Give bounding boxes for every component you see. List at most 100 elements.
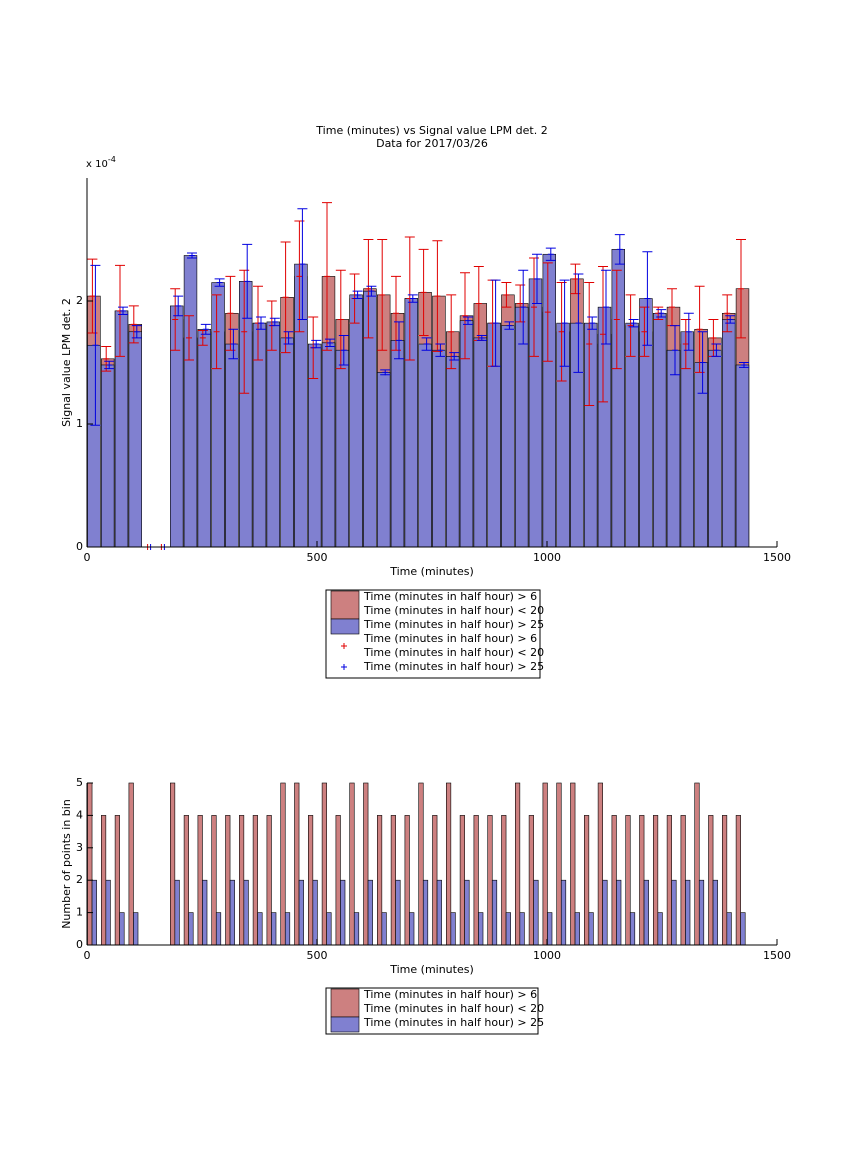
error-bar: [407, 294, 418, 303]
bar: [436, 879, 442, 946]
error-bar: [490, 279, 501, 367]
bar: [740, 912, 746, 946]
error-bar: [435, 343, 446, 357]
bar: [257, 912, 263, 946]
bar: [501, 815, 507, 946]
x-tick-label: 1500: [763, 949, 791, 962]
error-bar: [366, 285, 377, 297]
legend-swatch: [330, 1016, 360, 1033]
bar: [105, 879, 111, 946]
bar: [418, 343, 432, 548]
error-bar: [639, 306, 650, 357]
x-tick-label: 1500: [763, 551, 791, 564]
bar: [666, 815, 672, 946]
bar: [340, 879, 346, 946]
bar: [432, 349, 446, 548]
legend-line: Time (minutes in half hour) > 6: [363, 988, 537, 1001]
error-bar: [697, 331, 708, 394]
error-bar: [170, 288, 181, 351]
bar: [114, 815, 120, 946]
bar: [353, 912, 360, 946]
error-bar: [460, 272, 470, 360]
bar: [639, 298, 653, 548]
legend: [325, 589, 541, 679]
legend-label: Time (minutes in half hour) > 6 Time (min…: [363, 988, 544, 1015]
error-bar: [184, 315, 194, 361]
error-bar: [587, 316, 598, 330]
legend-label: Time (minutes in half hour) > 25: [363, 1016, 544, 1029]
y-tick-label: 2: [76, 294, 83, 307]
error-bar: [173, 295, 184, 317]
bar: [239, 281, 253, 548]
y-tick-label: 5: [76, 776, 83, 789]
bar: [671, 879, 677, 946]
error-bar: [680, 318, 691, 370]
error-bar: [584, 282, 595, 407]
bar: [422, 879, 429, 946]
error-bar: [656, 309, 667, 318]
error-bar: [325, 338, 335, 348]
error-bar: [476, 334, 487, 341]
bar: [307, 343, 322, 548]
error-bar: [683, 312, 694, 351]
error-bar: [128, 305, 139, 344]
y-tick-label: 1: [76, 906, 83, 919]
legend-line: Time (minutes in half hour) > 25: [363, 618, 544, 631]
bar: [101, 364, 115, 548]
error-bar: [642, 251, 653, 346]
bar: [694, 362, 708, 548]
bar: [280, 782, 286, 946]
bar: [174, 879, 180, 946]
bar: [514, 306, 529, 548]
bar: [629, 912, 636, 946]
bar: [735, 815, 741, 946]
error-bar: [556, 282, 567, 382]
bar: [183, 815, 189, 946]
bar: [528, 278, 543, 548]
bar: [533, 879, 539, 946]
bar: [409, 912, 415, 946]
error-bar: [242, 243, 253, 319]
error-bar: [200, 323, 211, 335]
error-bar: [722, 294, 733, 333]
x-tick-label: 0: [84, 949, 91, 962]
y-axis-label: Number of points in bin: [60, 799, 73, 929]
error-bar: [394, 321, 404, 360]
error-bar: [421, 337, 432, 351]
bar: [390, 815, 396, 946]
error-bar: [228, 328, 239, 360]
bar: [114, 310, 129, 548]
bar: [625, 815, 631, 946]
bar: [501, 325, 515, 548]
legend: [325, 987, 539, 1035]
bar: [726, 912, 732, 946]
bar: [556, 322, 570, 548]
error-bar: [225, 275, 236, 351]
bar: [712, 879, 718, 946]
bar: [583, 815, 590, 946]
bar: [542, 782, 548, 946]
bar: [367, 879, 373, 946]
error-bar: [449, 352, 460, 361]
y-tick-label: 0: [76, 540, 83, 553]
bar: [478, 912, 484, 946]
legend-line: Time (minutes in half hour) > 25: [363, 660, 544, 673]
legend-label: Time (minutes in half hour) > 25: [363, 618, 544, 631]
bar: [312, 879, 318, 946]
legend-line: Time (minutes in half hour) > 6: [363, 632, 537, 645]
bar: [473, 337, 487, 548]
error-bar: [711, 343, 722, 357]
error-bar: [559, 279, 570, 367]
error-bar: [214, 278, 225, 287]
bar: [487, 322, 501, 548]
error-bar: [391, 275, 401, 351]
legend-marker: [341, 664, 347, 670]
error-bar: [725, 315, 736, 324]
error-bar: [363, 239, 374, 339]
legend-swatch: [330, 590, 360, 620]
bar: [119, 912, 125, 946]
bar: [418, 782, 424, 946]
error-bar: [269, 317, 280, 327]
x-axis-label: Time (minutes): [389, 963, 474, 976]
